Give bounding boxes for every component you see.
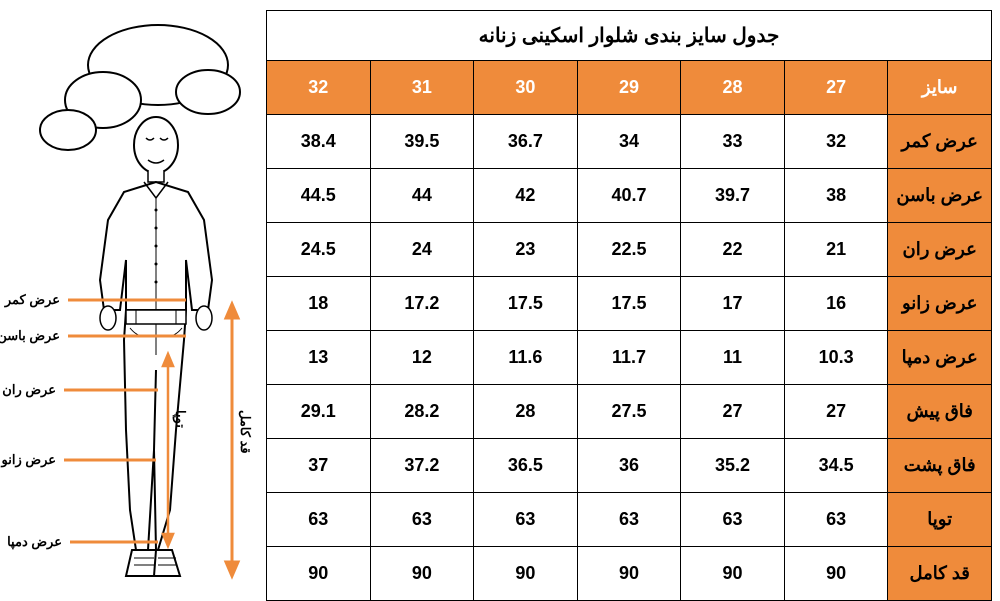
row-label: فاق پیش bbox=[888, 385, 992, 439]
table-cell: 17.5 bbox=[474, 277, 578, 331]
table-cell: 36.5 bbox=[474, 439, 578, 493]
table-cell: 27 bbox=[681, 385, 785, 439]
table-cell: 39.5 bbox=[370, 115, 474, 169]
table-row: 29.128.22827.52727فاق پیش bbox=[267, 385, 992, 439]
table-cell: 33 bbox=[681, 115, 785, 169]
row-label: عرض باسن bbox=[888, 169, 992, 223]
size-col-31: 31 bbox=[370, 61, 474, 115]
table-cell: 90 bbox=[267, 547, 371, 601]
title-row: جدول سایز بندی شلوار اسکینی زنانه bbox=[267, 11, 992, 61]
table-cell: 36 bbox=[577, 439, 681, 493]
row-label: قد کامل bbox=[888, 547, 992, 601]
size-label-header: سایز bbox=[888, 61, 992, 115]
table-cell: 29.1 bbox=[267, 385, 371, 439]
table-cell: 32 bbox=[784, 115, 888, 169]
table-cell: 22 bbox=[681, 223, 785, 277]
table-cell: 27 bbox=[784, 385, 888, 439]
row-label: فاق پشت bbox=[888, 439, 992, 493]
table-cell: 17.5 bbox=[577, 277, 681, 331]
measurement-diagram: عرض کمر عرض باسن عرض ران عرض زانو عرض دم… bbox=[8, 10, 266, 584]
diagram-label-hip: عرض باسن bbox=[0, 328, 60, 344]
table-cell: 17 bbox=[681, 277, 785, 331]
table-cell: 37.2 bbox=[370, 439, 474, 493]
table-cell: 36.7 bbox=[474, 115, 578, 169]
table-cell: 24 bbox=[370, 223, 474, 277]
table-row: 1817.217.517.51716عرض زانو bbox=[267, 277, 992, 331]
table-cell: 44.5 bbox=[267, 169, 371, 223]
table-row: 636363636363توپا bbox=[267, 493, 992, 547]
table-cell: 39.7 bbox=[681, 169, 785, 223]
size-col-30: 30 bbox=[474, 61, 578, 115]
table-cell: 40.7 bbox=[577, 169, 681, 223]
size-col-32: 32 bbox=[267, 61, 371, 115]
table-cell: 44 bbox=[370, 169, 474, 223]
size-chart-table: جدول سایز بندی شلوار اسکینی زنانه 32 31 … bbox=[266, 10, 992, 601]
row-label: عرض کمر bbox=[888, 115, 992, 169]
table-cell: 11.7 bbox=[577, 331, 681, 385]
table-cell: 16 bbox=[784, 277, 888, 331]
table-row: 3737.236.53635.234.5فاق پشت bbox=[267, 439, 992, 493]
diagram-label-knee: عرض زانو bbox=[2, 452, 56, 468]
table-cell: 63 bbox=[681, 493, 785, 547]
table-cell: 63 bbox=[784, 493, 888, 547]
table-cell: 90 bbox=[474, 547, 578, 601]
table-cell: 18 bbox=[267, 277, 371, 331]
diagram-label-thigh: عرض ران bbox=[2, 382, 56, 398]
table-cell: 12 bbox=[370, 331, 474, 385]
table-cell: 37 bbox=[267, 439, 371, 493]
table-cell: 63 bbox=[474, 493, 578, 547]
row-label: عرض زانو bbox=[888, 277, 992, 331]
size-col-28: 28 bbox=[681, 61, 785, 115]
row-label: عرض دمپا bbox=[888, 331, 992, 385]
table-cell: 24.5 bbox=[267, 223, 371, 277]
diagram-label-full: قد کامل bbox=[238, 410, 253, 454]
size-col-29: 29 bbox=[577, 61, 681, 115]
table-cell: 38.4 bbox=[267, 115, 371, 169]
table-cell: 90 bbox=[370, 547, 474, 601]
table-cell: 28 bbox=[474, 385, 578, 439]
table-cell: 90 bbox=[577, 547, 681, 601]
table-title: جدول سایز بندی شلوار اسکینی زنانه bbox=[267, 11, 992, 61]
table-cell: 11 bbox=[681, 331, 785, 385]
diagram-label-waist: عرض کمر bbox=[5, 292, 60, 308]
table-row: 909090909090قد کامل bbox=[267, 547, 992, 601]
diagram-label-hem: عرض دمپا bbox=[7, 534, 62, 550]
table-cell: 22.5 bbox=[577, 223, 681, 277]
table-cell: 13 bbox=[267, 331, 371, 385]
table-cell: 90 bbox=[784, 547, 888, 601]
table-row: 38.439.536.7343332عرض کمر bbox=[267, 115, 992, 169]
size-header-row: 32 31 30 29 28 27 سایز bbox=[267, 61, 992, 115]
table-cell: 63 bbox=[370, 493, 474, 547]
diagram-label-inseam: توپا bbox=[173, 410, 188, 428]
table-cell: 35.2 bbox=[681, 439, 785, 493]
row-label: عرض ران bbox=[888, 223, 992, 277]
table-cell: 34.5 bbox=[784, 439, 888, 493]
table-cell: 63 bbox=[577, 493, 681, 547]
table-cell: 28.2 bbox=[370, 385, 474, 439]
table-row: 24.5242322.52221عرض ران bbox=[267, 223, 992, 277]
table-cell: 90 bbox=[681, 547, 785, 601]
table-cell: 63 bbox=[267, 493, 371, 547]
table-row: 44.5444240.739.738عرض باسن bbox=[267, 169, 992, 223]
table-cell: 21 bbox=[784, 223, 888, 277]
row-label: توپا bbox=[888, 493, 992, 547]
table-cell: 27.5 bbox=[577, 385, 681, 439]
table-cell: 38 bbox=[784, 169, 888, 223]
table-cell: 34 bbox=[577, 115, 681, 169]
table-cell: 23 bbox=[474, 223, 578, 277]
size-col-27: 27 bbox=[784, 61, 888, 115]
table-cell: 42 bbox=[474, 169, 578, 223]
table-cell: 11.6 bbox=[474, 331, 578, 385]
table-row: 131211.611.71110.3عرض دمپا bbox=[267, 331, 992, 385]
table-cell: 17.2 bbox=[370, 277, 474, 331]
table-cell: 10.3 bbox=[784, 331, 888, 385]
